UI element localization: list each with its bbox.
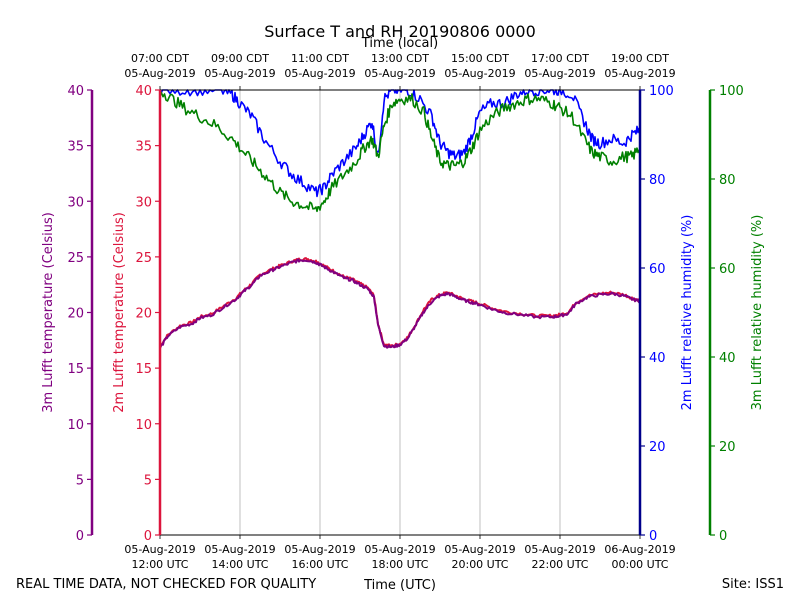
temp3m-tick-label: 35 (67, 140, 84, 155)
x-tick-label-date: 06-Aug-2019 (604, 543, 675, 556)
temp3m-tick-label: 15 (67, 362, 84, 377)
x-tick-label-date: 05-Aug-2019 (364, 543, 435, 556)
temp3m-tick-label: 40 (67, 84, 84, 99)
rh3m-tick-label: 80 (719, 173, 736, 188)
quality-note: REAL TIME DATA, NOT CHECKED FOR QUALITY (16, 577, 316, 592)
axes-group: 05-Aug-2019 12:00 UTC 05-Aug-2019 14:00 UTC… (41, 52, 765, 571)
x-tick-label-time: 18:00 UTC (371, 558, 428, 571)
temp2m-axis-label: 2m Lufft temperature (Celsius) (112, 212, 127, 413)
x-tick-label-time: 14:00 UTC (211, 558, 268, 571)
temp2m-tick-label: 20 (135, 307, 152, 322)
rh2m-tick-label: 60 (649, 262, 666, 277)
x-top-tick-label-date: 05-Aug-2019 (524, 67, 595, 80)
chart-title: Surface T and RH 20190806 0000 (264, 22, 536, 41)
x-top-tick-label-date: 05-Aug-2019 (124, 67, 195, 80)
x-top-tick-label-time: 11:00 CDT (291, 52, 349, 65)
x-top-tick-label-date: 05-Aug-2019 (364, 67, 435, 80)
temp2m-tick-label: 40 (135, 84, 152, 99)
rh3m-tick-label: 100 (719, 84, 744, 99)
rh2m-tick-label: 0 (649, 529, 657, 544)
x-tick-label-date: 05-Aug-2019 (204, 543, 275, 556)
rh2m-tick-label: 40 (649, 351, 666, 366)
temp3m-tick-label: 10 (67, 418, 84, 433)
rh2m-tick-label: 80 (649, 173, 666, 188)
x-tick-label-date: 05-Aug-2019 (124, 543, 195, 556)
temp2m-tick-label: 5 (144, 473, 152, 488)
x-tick-label-time: 12:00 UTC (131, 558, 188, 571)
temp3m-tick-label: 20 (67, 307, 84, 322)
x-top-tick-label-date: 05-Aug-2019 (284, 67, 355, 80)
rh3m-tick-label: 40 (719, 351, 736, 366)
rh3m-tick-label: 20 (719, 440, 736, 455)
rh3m-axis-label: 3m Lufft relative humidity (%) (750, 215, 765, 411)
x-bottom-label: Time (UTC) (363, 578, 436, 593)
temp2m-tick-label: 15 (135, 362, 152, 377)
x-top-tick-label-time: 07:00 CDT (131, 52, 189, 65)
x-tick-label-date: 05-Aug-2019 (444, 543, 515, 556)
rh2m-tick-label: 100 (649, 84, 674, 99)
series-line-rh3m (159, 90, 641, 213)
series-line-temp3m (159, 258, 641, 349)
temp3m-tick-label: 25 (67, 251, 84, 266)
rh2m-tick-label: 20 (649, 440, 666, 455)
x-tick-label-date: 05-Aug-2019 (524, 543, 595, 556)
rh2m-axis-label: 2m Lufft relative humidity (%) (680, 215, 695, 411)
site-label: Site: ISS1 (722, 577, 784, 592)
x-top-tick-label-time: 15:00 CDT (451, 52, 509, 65)
temp2m-tick-label: 35 (135, 140, 152, 155)
x-tick-label-time: 22:00 UTC (531, 558, 588, 571)
x-tick-label-time: 00:00 UTC (611, 558, 668, 571)
temp2m-tick-label: 30 (135, 195, 152, 210)
temp3m-tick-label: 30 (67, 195, 84, 210)
x-top-tick-label-time: 09:00 CDT (211, 52, 269, 65)
rh3m-tick-label: 60 (719, 262, 736, 277)
x-top-label: Time (local) (361, 36, 438, 51)
temp2m-tick-label: 25 (135, 251, 152, 266)
x-tick-label-time: 20:00 UTC (451, 558, 508, 571)
temp2m-tick-label: 10 (135, 418, 152, 433)
temp3m-axis-label: 3m Lufft temperature (Celsius) (41, 212, 56, 413)
grid-lines (239, 90, 561, 535)
x-top-tick-label-date: 05-Aug-2019 (204, 67, 275, 80)
temp3m-tick-label: 0 (76, 529, 84, 544)
rh3m-tick-label: 0 (719, 529, 727, 544)
x-tick-label-date: 05-Aug-2019 (284, 543, 355, 556)
x-top-tick-label-date: 05-Aug-2019 (444, 67, 515, 80)
temp3m-tick-label: 5 (76, 473, 84, 488)
x-top-tick-label-time: 17:00 CDT (531, 52, 589, 65)
x-top-tick-label-date: 05-Aug-2019 (604, 67, 675, 80)
temp2m-tick-label: 0 (144, 529, 152, 544)
x-tick-label-time: 16:00 UTC (291, 558, 348, 571)
x-top-tick-label-time: 19:00 CDT (611, 52, 669, 65)
x-top-tick-label-time: 13:00 CDT (371, 52, 429, 65)
